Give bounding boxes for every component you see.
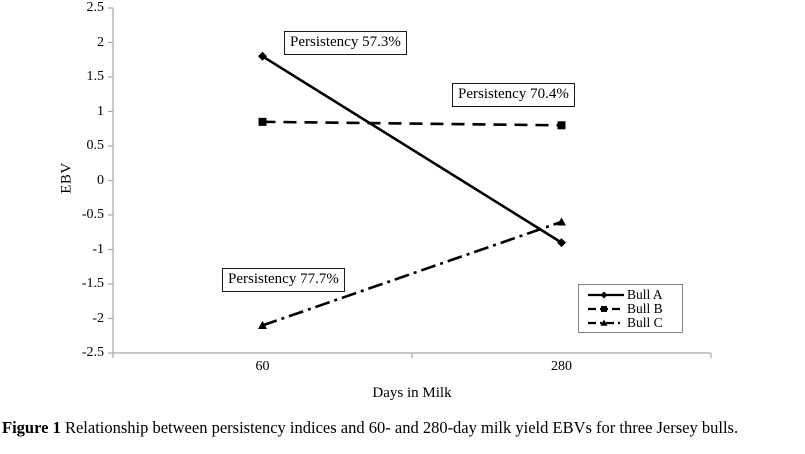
y-tick-label: 0.5 [86, 138, 105, 153]
series-marker-bull-b [258, 117, 267, 126]
annotation-bull-b: Persistency 70.4% [452, 83, 575, 107]
x-axis-title: Days in Milk [372, 385, 452, 401]
annotation-bull-c: Persistency 77.7% [222, 268, 345, 292]
series-line-bull-a [261, 55, 563, 244]
x-tick-label: 60 [255, 359, 270, 374]
legend-marker-triangle [600, 319, 608, 326]
legend: Bull A Bull B Bull C [578, 284, 683, 333]
legend-line-sample-bull-a [588, 291, 624, 299]
legend-marker-diamond [600, 291, 608, 299]
y-tick-label: -2 [92, 310, 104, 326]
legend-label: Bull B [627, 301, 663, 316]
chart-canvas [108, 7, 712, 358]
legend-entry-bull-c: Bull C [587, 316, 678, 330]
y-tick-label: -0.5 [81, 207, 104, 222]
series-marker-bull-c [258, 320, 267, 329]
y-tick-label: 2 [97, 34, 104, 50]
series-marker-bull-a [258, 51, 267, 61]
ebv-line-chart: 2.5 2 1.5 1 0.5 0 -0.5 -1 -1.5 -2 -2.5 60 280 EBV D… [58, 0, 712, 401]
annotation-bull-a: Persistency 57.3% [284, 31, 407, 55]
series-line-bull-c [262, 220, 562, 327]
series-line-bull-b [262, 120, 562, 127]
y-tick-label: -1.5 [81, 276, 104, 291]
legend-line-sample-bull-b [588, 306, 624, 312]
y-axis-title: EBV [58, 162, 75, 194]
figure-caption-label: Figure 1 [2, 418, 61, 437]
y-tick-label: 1.5 [86, 69, 105, 84]
y-tick-label: 2.5 [86, 0, 105, 15]
series-marker-bull-b [557, 121, 566, 130]
y-tick-label: 1 [97, 103, 104, 119]
legend-line-sample-bull-c [588, 319, 624, 326]
series-marker-bull-a [557, 238, 566, 248]
x-tick-label: 280 [551, 359, 572, 374]
legend-entry-bull-a: Bull A [587, 288, 678, 302]
y-tick-label: -1 [92, 241, 104, 257]
legend-entry-bull-b: Bull B [587, 302, 678, 316]
series-marker-bull-c [557, 217, 566, 226]
legend-label: Bull C [627, 315, 663, 330]
y-tick-label: 0 [97, 172, 104, 188]
figure-caption-text: Relationship between persistency indices… [64, 418, 739, 437]
legend-marker-square [601, 306, 607, 312]
y-tick-label: -2.5 [81, 345, 104, 360]
legend-label: Bull A [627, 287, 663, 302]
figure-caption: Figure 1 Relationship between persistenc… [0, 408, 805, 438]
